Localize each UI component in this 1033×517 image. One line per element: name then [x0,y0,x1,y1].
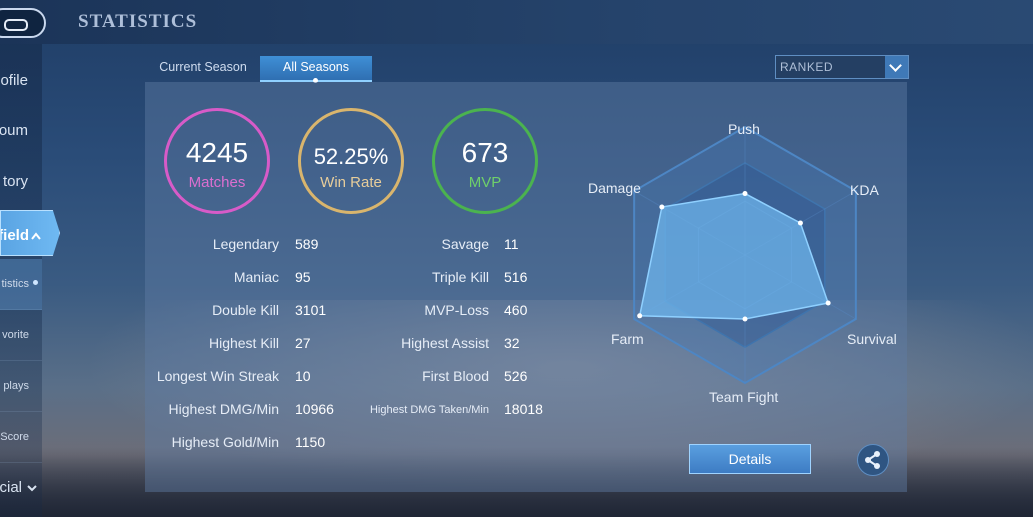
radar-label-survival: Survival [847,331,897,347]
mvp-label: MVP [468,174,502,191]
share-button[interactable] [857,444,889,476]
sidebar-item-label: ocial [0,479,22,496]
sidebar-subitem-statistics[interactable]: tistics [0,259,42,310]
back-button[interactable] [0,8,46,38]
stat-label: Highest Assist [401,335,489,351]
matches-value: 4245 [185,137,249,168]
stat-label: First Blood [422,368,489,384]
mode-dropdown[interactable]: RANKED [775,55,909,79]
radar-point-kda [797,220,803,226]
tab-all-seasons[interactable]: All Seasons [260,56,372,83]
stat-value: 3101 [295,302,327,318]
share-icon [865,451,880,469]
win-rate-label: Win Rate [320,174,382,191]
chevron-up-icon [31,211,41,255]
stat-value: 11 [504,236,519,252]
sidebar-item-label: ofile [0,72,28,89]
stat-label: MVP-Loss [424,302,489,318]
stat-label: Savage [441,236,489,252]
radar-label-farm: Farm [611,331,644,347]
stat-label: Legendary [212,236,279,252]
radar-label-kda: KDA [850,182,879,198]
stat-value: 18018 [504,401,543,417]
win-rate-ring: 52.25% Win Rate [298,108,404,214]
radar-point-push [742,191,748,197]
radar-point-survival [825,300,831,306]
sidebar-subitem-replays[interactable]: plays [0,361,42,412]
stat-label: Maniac [233,269,279,285]
mvp-value: 673 [461,137,509,168]
sidebar-item-battlefield[interactable]: field [0,210,60,256]
sidebar-item-label: tory [2,173,28,190]
stat-value: 460 [504,302,528,318]
stat-value: 526 [504,368,528,384]
details-button[interactable]: Details [689,444,811,474]
stat-value: 10966 [295,401,334,417]
radar-point-farm [637,313,643,319]
stat-value: 1150 [295,434,326,450]
stat-label: Longest Win Streak [156,368,279,384]
sidebar-item-profile[interactable]: ofile [0,56,42,106]
chevron-down-icon [26,463,38,513]
sidebar-item-label: vorite [2,329,29,341]
stat-value: 516 [504,269,528,285]
sidebar-item-label: field [0,227,29,244]
stat-value: 95 [295,269,311,285]
radar-label-damage: Damage [588,180,641,196]
page-title: STATISTICS [78,11,198,32]
stat-value: 27 [295,335,311,351]
sidebar-item-label: oum [0,122,28,139]
stat-value: 10 [295,368,311,384]
stat-value: 589 [295,236,319,252]
stat-label: Triple Kill [431,269,489,285]
mvp-ring: 673 MVP [432,108,538,214]
radar-svg [633,125,857,385]
radar-point-damage [659,204,665,210]
stat-label: Highest DMG/Min [168,401,279,417]
stat-label: Highest Kill [208,335,279,351]
active-dot-icon [33,280,38,285]
matches-ring: 4245 Matches [164,108,270,214]
sidebar-subitem-score[interactable]: Score [0,412,42,463]
sidebar-item-history[interactable]: tory [0,157,42,207]
sidebar-item-album[interactable]: oum [0,106,42,156]
chevron-down-icon[interactable] [885,56,908,78]
sidebar-item-label: Score [0,431,29,443]
stat-value: 32 [504,335,520,351]
top-bar: STATISTICS [0,0,1033,44]
sidebar-subitem-favorite[interactable]: vorite [0,310,42,361]
win-rate-value: 52.25% [313,144,389,169]
sidebar-item-label: tistics [1,278,30,290]
matches-label: Matches [188,174,246,191]
radar-label-team-fight: Team Fight [709,389,779,405]
radar-chart: Push KDA Survival Team Fight Farm Damage [580,110,910,410]
sidebar-item-label: plays [3,380,29,392]
stat-label: Highest DMG Taken/Min [369,404,489,416]
stat-label: Highest Gold/Min [171,434,279,450]
sidebar-item-social[interactable]: ocial [0,463,42,513]
tab-current-season[interactable]: Current Season [159,60,247,74]
mode-dropdown-value: RANKED [780,60,834,74]
radar-label-push: Push [728,121,760,137]
radar-point-team-fight [742,316,748,322]
stat-label: Double Kill [212,302,279,318]
